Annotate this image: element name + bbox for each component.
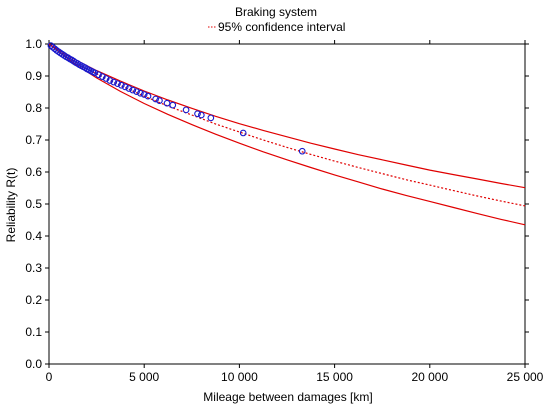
y-tick-label: 0.7 <box>25 133 42 147</box>
y-tick-label: 0.2 <box>25 293 42 307</box>
data-point <box>298 147 306 155</box>
data-point <box>98 73 106 80</box>
data-point <box>239 129 247 137</box>
data-point <box>197 111 205 119</box>
y-tick-label: 0.5 <box>25 197 42 211</box>
data-point <box>207 114 215 122</box>
plot-area: 0 5 000 10 000 15 000 20 000 25 000 0.0 0.1 0.2 0… <box>25 37 543 384</box>
x-tick-label: 10 000 <box>221 370 258 384</box>
data-point <box>163 99 171 107</box>
data-point <box>140 91 148 98</box>
series-line-fit <box>48 43 526 207</box>
data-point <box>125 85 133 92</box>
legend-label: 95% confidence interval <box>218 20 345 34</box>
data-point <box>106 77 114 84</box>
data-point <box>95 71 102 79</box>
data-point <box>152 95 159 103</box>
data-point <box>102 75 110 82</box>
data-point <box>47 42 55 49</box>
y-tick-label: 0.0 <box>25 357 42 371</box>
data-point <box>49 43 57 51</box>
data-point <box>129 86 137 94</box>
series-line-upper <box>48 43 526 189</box>
x-tick-label: 5 000 <box>129 370 159 384</box>
y-axis-label: Reliability R(t) <box>4 168 18 243</box>
y-tick-label: 0.9 <box>25 69 42 83</box>
data-point <box>114 80 121 88</box>
data-point <box>182 106 190 114</box>
y-tick-label: 0.4 <box>25 229 42 243</box>
data-point <box>194 110 201 118</box>
data-point <box>144 92 152 100</box>
y-tick-label: 0.8 <box>25 101 42 115</box>
legend: 95% confidence interval <box>208 20 345 34</box>
data-point <box>110 78 118 86</box>
x-tick-label: 20 000 <box>411 370 448 384</box>
y-tick-label: 0.6 <box>25 165 42 179</box>
x-tick-label: 25 000 <box>507 370 544 384</box>
y-tick-label: 0.1 <box>25 325 42 339</box>
chart-title: Braking system <box>235 5 317 19</box>
data-point <box>137 89 144 97</box>
y-tick-label: 1.0 <box>25 37 42 51</box>
data-point <box>118 81 125 89</box>
series-line-lower <box>48 43 526 226</box>
data-point <box>91 69 99 77</box>
x-axis-label: Mileage between damages [km] <box>203 390 372 404</box>
data-point <box>121 83 129 91</box>
x-tick-label: 15 000 <box>316 370 353 384</box>
data-point <box>156 97 163 104</box>
y-tick-label: 0.3 <box>25 261 42 275</box>
x-tick-label: 0 <box>46 370 53 384</box>
data-point <box>169 101 177 109</box>
data-point <box>133 88 140 96</box>
